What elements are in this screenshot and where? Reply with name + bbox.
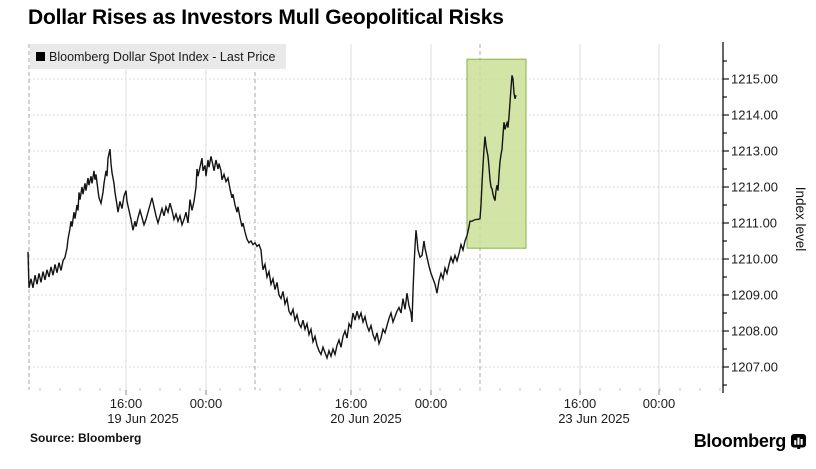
- y-tick-label: 1212.00: [731, 180, 778, 195]
- x-tick-label: 16:00: [110, 396, 143, 411]
- legend: Bloomberg Dollar Spot Index - Last Price: [30, 44, 286, 69]
- x-tick-label: 16:00: [335, 396, 368, 411]
- y-axis-title: Index level: [793, 187, 808, 252]
- x-minor-ticks: [39, 388, 721, 395]
- y-tick-label: 1208.00: [731, 324, 778, 339]
- y-tick-label: 1210.00: [731, 252, 778, 267]
- x-tick-label: 00:00: [415, 396, 448, 411]
- y-axis: 1215.00 1214.00 1213.00 1212.00 1211.00 1210.…: [722, 42, 778, 393]
- y-tick-label: 1209.00: [731, 288, 778, 303]
- legend-label: Bloomberg Dollar Spot Index - Last Price: [49, 49, 276, 64]
- source-label: Source: Bloomberg: [30, 431, 142, 445]
- y-tick-label: 1207.00: [731, 360, 778, 375]
- date-label: 23 Jun 2025: [558, 411, 630, 426]
- y-tick-label: 1211.00: [731, 216, 777, 231]
- x-tick-label: 16:00: [564, 396, 597, 411]
- vertical-gridlines: [125, 44, 660, 390]
- price-line: [27, 75, 517, 361]
- legend-swatch-icon: [36, 52, 45, 61]
- x-axis-labels: 16:00 00:00 16:00 00:00 16:00 00:00 19 Jun 202…: [107, 396, 675, 426]
- y-tick-label: 1215.00: [731, 72, 778, 87]
- brand: Bloomberg: [694, 431, 806, 452]
- highlight-region: [466, 58, 527, 249]
- horizontal-gridlines: [29, 78, 723, 368]
- date-label: 19 Jun 2025: [107, 411, 179, 426]
- date-label: 20 Jun 2025: [330, 411, 402, 426]
- bloomberg-logo-icon: [791, 434, 806, 449]
- x-tick-label: 00:00: [643, 396, 676, 411]
- bloomberg-wordmark: Bloomberg: [693, 431, 787, 451]
- y-tick-label: 1213.00: [731, 144, 778, 159]
- day-separator-lines: [28, 44, 481, 390]
- chart-title: Dollar Rises as Investors Mull Geopoliti…: [28, 6, 504, 29]
- y-tick-label: 1214.00: [731, 108, 778, 123]
- x-tick-label: 00:00: [190, 396, 223, 411]
